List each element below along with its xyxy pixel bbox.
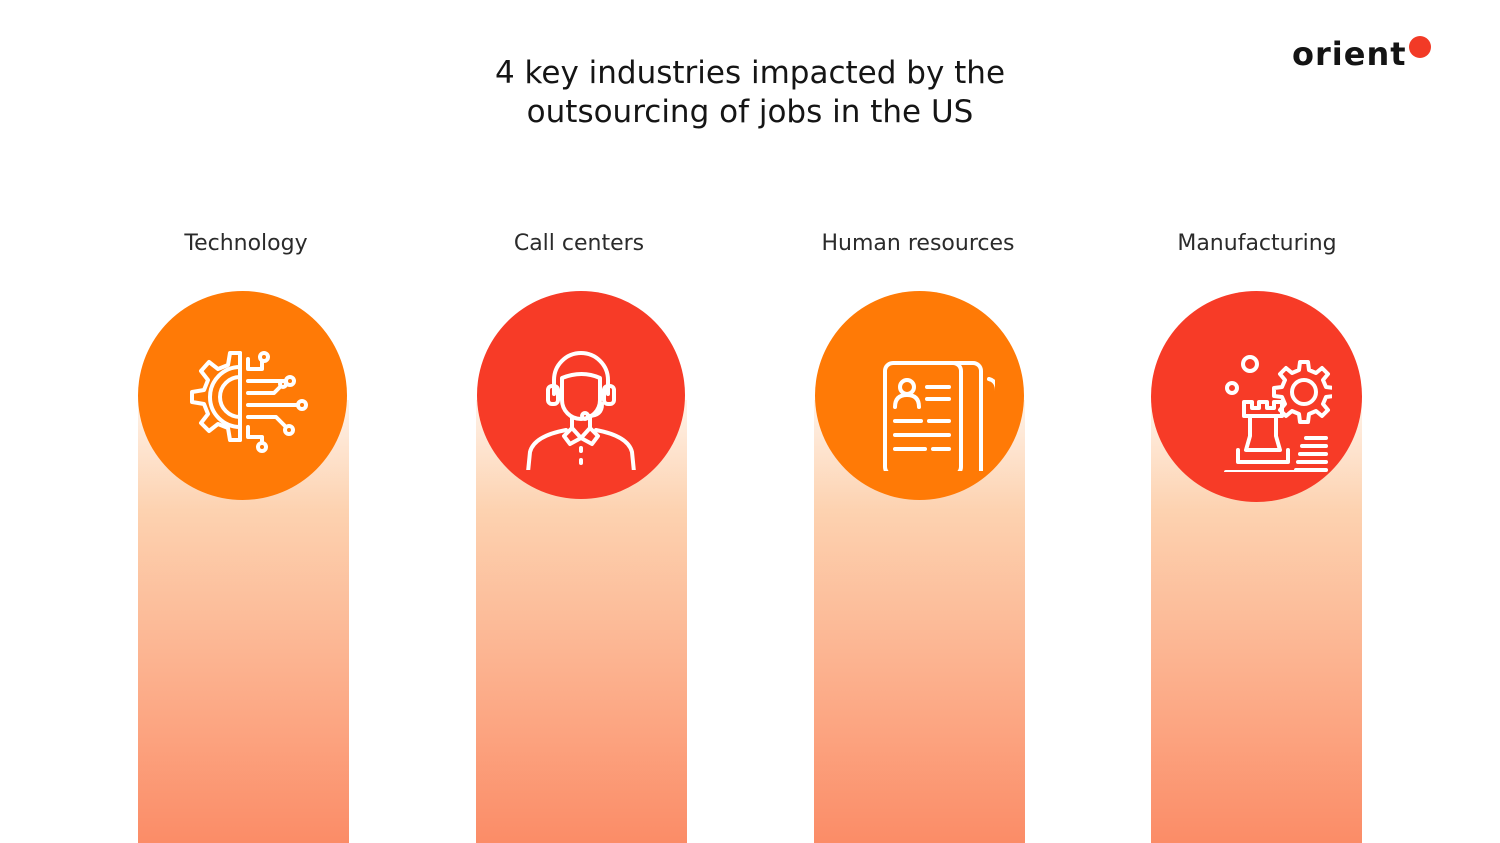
page-title: 4 key industries impacted by the outsour… — [350, 54, 1150, 132]
gear-circuit-icon — [189, 350, 308, 453]
industry-badge-technology — [138, 291, 347, 500]
industry-badge-manufacturing — [1151, 291, 1362, 502]
resume-documents-icon — [882, 360, 995, 471]
orient-logo: orient — [1292, 34, 1431, 74]
industry-label-manufacturing: Manufacturing — [1177, 231, 1337, 256]
chess-rook-gear-icon — [1223, 354, 1332, 472]
title-line-2: outsourcing of jobs in the US — [526, 94, 974, 130]
logo-dot — [1408, 36, 1431, 58]
industry-label-human-resources: Human resources — [821, 231, 1015, 256]
logo-wordmark: orient — [1292, 35, 1407, 73]
industry-label-call-centers: Call centers — [513, 231, 645, 256]
title-line-1: 4 key industries impacted by the — [494, 55, 1006, 91]
industry-label-technology: Technology — [184, 231, 308, 256]
industry-badge-call-centers — [477, 291, 685, 499]
headset-agent-icon — [526, 351, 636, 470]
industry-badge-human-resources — [815, 291, 1024, 500]
